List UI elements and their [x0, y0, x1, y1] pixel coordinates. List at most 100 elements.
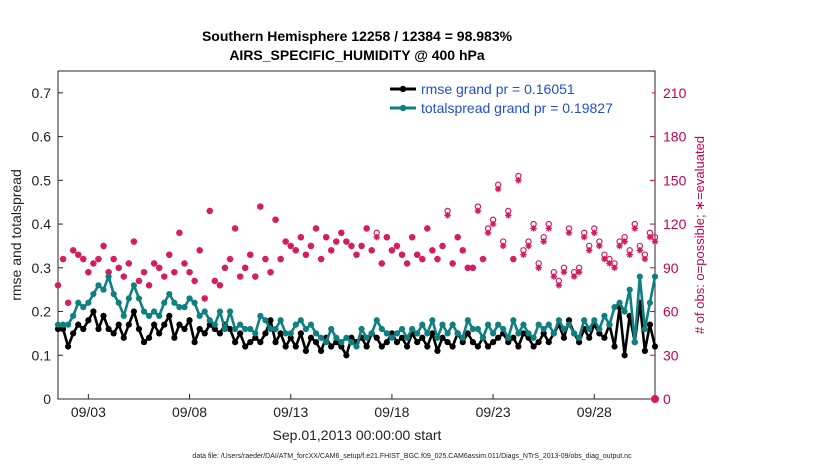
obs-evaluated-point — [191, 277, 198, 285]
series-point-totalspread — [125, 295, 132, 302]
series-point-totalspread — [110, 290, 117, 298]
obs-evaluated-point — [196, 247, 203, 254]
series-point-rmse — [403, 343, 411, 350]
series-point-totalspread — [186, 295, 193, 302]
series-point-rmse — [80, 325, 87, 333]
obs-evaluated-point — [292, 247, 299, 254]
obs-evaluated-point — [236, 273, 244, 280]
obs-evaluated-point — [247, 251, 254, 258]
obs-evaluated-point — [100, 242, 107, 250]
obs-evaluated-point — [302, 251, 310, 258]
series-point-totalspread — [500, 325, 507, 333]
series-point-totalspread — [378, 325, 385, 333]
obs-evaluated-point — [494, 185, 502, 193]
obs-evaluated-point — [575, 268, 583, 276]
right-tick-label: 60 — [663, 304, 679, 320]
series-point-rmse — [424, 343, 431, 350]
obs-evaluated-point — [307, 242, 315, 250]
obs-evaluated-point — [565, 229, 573, 237]
obs-evaluated-point — [150, 260, 158, 267]
series-point-rmse — [105, 325, 112, 333]
series-point-totalspread — [196, 312, 203, 320]
plot-area — [57, 70, 656, 400]
series-point-totalspread — [631, 339, 638, 346]
obs-evaluated-point — [262, 255, 269, 263]
series-point-rmse — [317, 347, 325, 354]
obs-evaluated-point — [454, 233, 461, 241]
series-point-rmse — [540, 330, 547, 337]
series-point-totalspread — [358, 325, 365, 333]
right-tick-label: 90 — [663, 260, 679, 276]
series-point-rmse — [282, 343, 289, 350]
series-point-totalspread — [100, 286, 107, 293]
series-point-rmse — [373, 334, 380, 341]
series-point-rmse — [216, 330, 223, 337]
obs-evaluated-point — [449, 260, 456, 267]
left-tick-label: 0.3 — [32, 260, 52, 276]
left-tick-label: 0.2 — [32, 304, 52, 320]
left-tick-label: 0.4 — [32, 216, 52, 232]
left-tick-label: 0 — [43, 391, 51, 407]
obs-evaluated-point — [555, 282, 563, 289]
series-point-rmse — [90, 308, 97, 315]
series-point-rmse — [262, 330, 269, 337]
series-point-totalspread — [373, 317, 380, 324]
series-point-totalspread — [495, 321, 502, 328]
obs-evaluated-point — [282, 238, 289, 245]
series-point-rmse — [181, 325, 188, 333]
series-point-totalspread — [323, 339, 330, 346]
obs-evaluated-point — [186, 268, 193, 276]
series-point-rmse — [469, 339, 476, 346]
obs-evaluated-point — [601, 255, 608, 263]
obs-evaluated-point — [641, 255, 649, 263]
series-point-totalspread — [388, 334, 396, 341]
series-point-totalspread — [621, 308, 628, 315]
obs-evaluated-point — [570, 273, 578, 280]
series-point-rmse — [505, 339, 512, 346]
series-point-rmse — [75, 321, 82, 328]
series-point-totalspread — [576, 334, 583, 341]
left-tick-label: 0.6 — [32, 129, 52, 145]
obs-evaluated-point — [424, 225, 431, 232]
obs-evaluated-point — [216, 282, 224, 289]
series-point-totalspread — [287, 330, 294, 337]
series-point-totalspread — [596, 325, 603, 333]
obs-evaluated-point — [69, 247, 77, 254]
series-point-rmse — [338, 343, 345, 350]
series-point-totalspread — [140, 308, 148, 315]
series-point-totalspread — [216, 308, 223, 315]
series-point-rmse — [95, 325, 102, 333]
series-point-rmse — [85, 317, 92, 324]
obs-evaluated-point — [500, 242, 507, 250]
obs-evaluated-point — [105, 268, 112, 276]
series-point-totalspread — [85, 299, 92, 306]
series-point-totalspread — [59, 321, 67, 328]
series-point-rmse — [459, 339, 466, 346]
obs-evaluated-point — [408, 233, 416, 241]
series-point-rmse — [120, 334, 127, 341]
series-point-totalspread — [525, 330, 532, 337]
obs-evaluated-point — [328, 247, 335, 254]
series-point-rmse — [54, 325, 62, 333]
series-point-totalspread — [444, 330, 451, 337]
series-point-totalspread — [520, 321, 527, 328]
series-point-rmse — [586, 334, 593, 341]
series-point-rmse — [328, 343, 335, 350]
obs-evaluated-point — [338, 229, 345, 237]
series-point-rmse — [576, 339, 583, 346]
series-point-rmse — [439, 334, 446, 341]
x-tick-label: 09/03 — [71, 404, 106, 420]
right-tick-label: 120 — [663, 216, 687, 232]
series-point-totalspread — [449, 321, 456, 328]
obs-evaluated-point — [429, 247, 436, 254]
series-point-totalspread — [161, 299, 168, 306]
obs-evaluated-point — [161, 273, 168, 280]
obs-evaluated-point — [403, 260, 411, 267]
obs-evaluated-point — [611, 264, 618, 271]
series-point-rmse — [449, 343, 456, 350]
obs-evaluated-point — [368, 247, 375, 254]
obs-evaluated-point — [287, 242, 294, 250]
series-point-totalspread — [130, 282, 137, 289]
series-point-totalspread — [292, 321, 299, 328]
series-point-totalspread — [252, 330, 259, 337]
